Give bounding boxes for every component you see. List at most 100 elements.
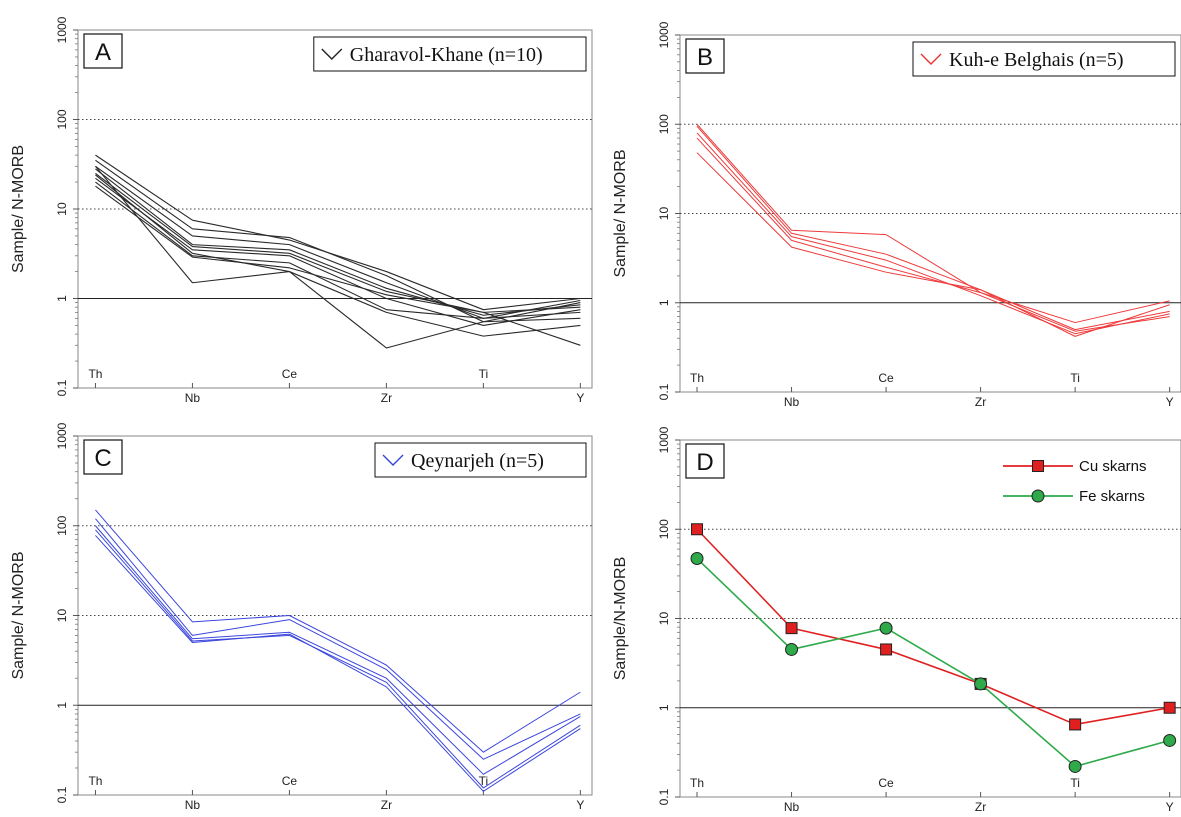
x-tick-label: Ce — [282, 367, 298, 381]
data-point-circle — [879, 621, 893, 635]
y-axis-label: Sample/ N-MORB — [612, 149, 629, 277]
series-line-1 — [95, 509, 581, 753]
panel-label-text: A — [95, 39, 111, 66]
legend-marker-circle — [1031, 489, 1045, 503]
data-point-square — [785, 622, 798, 635]
x-tick-label: Y — [1166, 395, 1174, 409]
y-tick-label: 1000 — [55, 16, 69, 43]
x-tick-label: Ti — [1070, 776, 1080, 790]
y-tick-label: 0.1 — [657, 788, 671, 805]
legend-label: Gharavol-Khane (n=10) — [350, 44, 543, 66]
series-line-4 — [95, 529, 581, 789]
y-tick-label: 0.1 — [55, 379, 69, 396]
x-tick-label: Ce — [282, 774, 298, 788]
chart-panel-a: 0.1 1 10 100 1000 Sample/ N-MORB Th Nb Ce Zr Ti Y A G… — [10, 16, 593, 405]
chart-panel-b: 0.1 1 10 100 1000 Sample/ N-MORB Th Nb Ce Zr Ti Y B K… — [612, 21, 1181, 409]
y-tick-label: 1000 — [657, 21, 671, 48]
series-line-1 — [696, 123, 1170, 324]
chart-panel-d: 0.1 1 10 100 1000 Sample/N-MORB Th Nb Ce Zr Ti Y D Cu… — [612, 426, 1181, 814]
panel-label-box — [83, 439, 123, 475]
panel-label-text: C — [94, 445, 111, 472]
y-tick-label: 100 — [657, 114, 671, 134]
series-line-3 — [696, 132, 1170, 335]
x-tick-label: Zr — [975, 395, 986, 409]
y-tick-label: 100 — [657, 519, 671, 539]
legend-line-icon — [382, 454, 404, 466]
legend-box — [374, 442, 587, 478]
panel-label: B — [685, 38, 725, 74]
panel-label-text: B — [697, 44, 713, 71]
data-point-circle — [1068, 759, 1082, 773]
panel-label-box — [83, 33, 123, 69]
series-line-5 — [696, 152, 1170, 337]
y-tick-label: 10 — [55, 202, 69, 216]
y-axis-label: Sample/ N-MORB — [10, 551, 27, 679]
x-tick-label: Nb — [185, 391, 201, 405]
x-tick-label: Th — [88, 367, 102, 381]
y-tick-label: 1 — [55, 295, 69, 302]
legend: Gharavol-Khane (n=10) — [313, 36, 587, 72]
x-tick-label: Ti — [479, 774, 489, 788]
series-line-2 — [95, 159, 581, 323]
x-tick-label: Zr — [975, 800, 986, 814]
x-tick-label: Y — [576, 798, 584, 812]
x-tick-label: Th — [690, 776, 704, 790]
y-axis-label: Sample/N-MORB — [612, 557, 629, 681]
series-line-7 — [95, 181, 581, 319]
x-tick-label: Zr — [381, 798, 392, 812]
y-axis-label: Sample/ N-MORB — [10, 145, 27, 273]
series-line-8 — [95, 165, 581, 349]
data-point-circle — [1163, 733, 1177, 747]
legend-label: Qeynarjeh (n=5) — [411, 450, 544, 472]
series-line-1 — [95, 154, 581, 311]
data-point-square — [691, 523, 704, 536]
legend-box — [313, 36, 587, 72]
x-tick-label: Zr — [381, 391, 392, 405]
x-tick-label: Ce — [878, 776, 894, 790]
series-line-5 — [95, 535, 581, 792]
panel-label-text: D — [696, 449, 713, 476]
x-tick-label: Nb — [185, 798, 201, 812]
y-tick-label: 1000 — [55, 422, 69, 449]
series-line-2 — [696, 557, 1170, 768]
panel-label-box — [685, 38, 725, 74]
legend-label: Kuh-e Belghais (n=5) — [949, 49, 1124, 71]
series-line-9 — [95, 174, 581, 337]
x-tick-label: Ti — [1070, 371, 1080, 385]
y-tick-label: 10 — [657, 207, 671, 221]
y-tick-label: 10 — [55, 609, 69, 623]
legend-line-icon — [321, 48, 343, 60]
series-line-2 — [95, 518, 581, 760]
chart-panel-c: 0.1 1 10 100 1000 Sample/ N-MORB Th Nb Ce Zr Ti Y C Q… — [10, 422, 593, 812]
data-point-circle — [974, 677, 988, 691]
legend-line-icon — [920, 53, 942, 65]
legend-label: Cu skarns — [1079, 458, 1147, 475]
legend: Cu skarns Fe skarns — [1003, 458, 1147, 505]
y-tick-label: 10 — [657, 612, 671, 626]
panel-label: A — [83, 33, 123, 69]
data-point-circle — [690, 552, 704, 566]
x-tick-label: Th — [690, 371, 704, 385]
series-line-1 — [696, 528, 1170, 726]
y-tick-label: 1 — [657, 299, 671, 306]
data-point-square — [1163, 701, 1176, 714]
x-tick-label: Y — [1166, 800, 1174, 814]
x-tick-label: Ti — [479, 367, 489, 381]
legend-marker-square — [1032, 460, 1044, 472]
legend-box — [912, 41, 1176, 77]
x-tick-label: Y — [576, 391, 584, 405]
legend: Kuh-e Belghais (n=5) — [912, 41, 1176, 77]
series-line-2 — [696, 125, 1170, 331]
series-line-10 — [95, 185, 581, 346]
y-tick-label: 1000 — [657, 426, 671, 453]
y-tick-label: 1 — [55, 702, 69, 709]
x-tick-label: Nb — [784, 800, 800, 814]
data-point-square — [1069, 718, 1082, 731]
legend: Qeynarjeh (n=5) — [374, 442, 587, 478]
data-point-square — [880, 643, 893, 656]
panel-label-box — [685, 443, 725, 479]
data-point-circle — [785, 642, 799, 656]
x-tick-label: Ce — [878, 371, 894, 385]
x-tick-label: Nb — [784, 395, 800, 409]
